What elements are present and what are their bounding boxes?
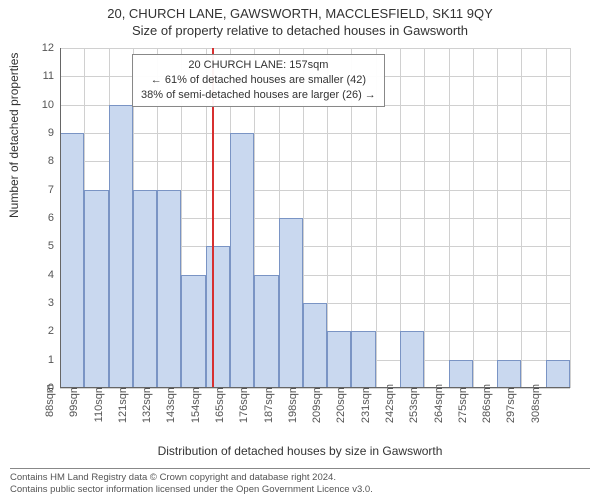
histogram-bar xyxy=(60,133,84,388)
x-tick-label: 187sqm xyxy=(257,384,275,444)
chart-title-address: 20, CHURCH LANE, GAWSWORTH, MACCLESFIELD… xyxy=(0,0,600,21)
x-tick-label: 209sqm xyxy=(305,384,323,444)
property-size-chart: 20, CHURCH LANE, GAWSWORTH, MACCLESFIELD… xyxy=(0,0,600,500)
y-tick-label: 5 xyxy=(48,240,60,252)
x-axis-line xyxy=(60,387,570,388)
y-tick-label: 7 xyxy=(48,184,60,196)
plot-area: 012345678910111288sqm99sqm110sqm121sqm13… xyxy=(60,48,570,388)
histogram-bar xyxy=(546,360,570,388)
histogram-bar xyxy=(181,275,205,388)
y-tick-label: 11 xyxy=(43,70,60,82)
x-tick-label: 220sqm xyxy=(329,384,347,444)
histogram-bar xyxy=(84,190,108,388)
histogram-bar xyxy=(351,331,375,388)
gridline-v xyxy=(424,48,425,388)
annotation-line: 20 CHURCH LANE: 157sqm xyxy=(141,58,376,73)
gridline-v xyxy=(473,48,474,388)
histogram-bar xyxy=(400,331,424,388)
x-tick-label: 308sqm xyxy=(524,384,542,444)
x-tick-label: 165sqm xyxy=(208,384,226,444)
y-tick-label: 1 xyxy=(48,354,60,366)
x-tick-label: 88sqm xyxy=(38,384,56,444)
x-tick-label: 198sqm xyxy=(281,384,299,444)
x-tick-label: 253sqm xyxy=(402,384,420,444)
gridline-h xyxy=(60,48,570,49)
annotation-line: ← 61% of detached houses are smaller (42… xyxy=(141,73,376,88)
histogram-bar xyxy=(133,190,157,388)
x-tick-label: 132sqm xyxy=(135,384,153,444)
y-tick-label: 8 xyxy=(48,155,60,167)
chart-subtitle: Size of property relative to detached ho… xyxy=(0,21,600,38)
x-tick-label: 176sqm xyxy=(232,384,250,444)
gridline-v xyxy=(570,48,571,388)
y-axis-label: Number of detached properties xyxy=(7,53,21,218)
histogram-bar xyxy=(109,105,133,388)
x-tick-label: 297sqm xyxy=(499,384,517,444)
y-tick-label: 3 xyxy=(48,297,60,309)
x-axis-label: Distribution of detached houses by size … xyxy=(0,444,600,458)
footer-line-1: Contains HM Land Registry data © Crown c… xyxy=(10,472,590,484)
y-tick-label: 6 xyxy=(48,212,60,224)
gridline-v xyxy=(521,48,522,388)
y-tick-label: 2 xyxy=(48,325,60,337)
histogram-bar xyxy=(157,190,181,388)
annotation-line: 38% of semi-detached houses are larger (… xyxy=(141,88,376,103)
histogram-bar xyxy=(206,246,230,388)
x-tick-label: 99sqm xyxy=(62,384,80,444)
gridline-h xyxy=(60,161,570,162)
y-tick-label: 9 xyxy=(48,127,60,139)
x-tick-label: 121sqm xyxy=(111,384,129,444)
x-tick-label: 264sqm xyxy=(427,384,445,444)
x-tick-label: 143sqm xyxy=(159,384,177,444)
gridline-v xyxy=(497,48,498,388)
annotation-box: 20 CHURCH LANE: 157sqm← 61% of detached … xyxy=(132,54,385,107)
histogram-bar xyxy=(303,303,327,388)
histogram-bar xyxy=(497,360,521,388)
gridline-v xyxy=(449,48,450,388)
gridline-v xyxy=(546,48,547,388)
x-tick-label: 231sqm xyxy=(354,384,372,444)
y-axis-line xyxy=(60,48,61,388)
y-tick-label: 10 xyxy=(42,99,60,111)
histogram-bar xyxy=(254,275,278,388)
y-tick-label: 12 xyxy=(42,42,60,54)
gridline-h xyxy=(60,133,570,134)
histogram-bar xyxy=(279,218,303,388)
chart-footer: Contains HM Land Registry data © Crown c… xyxy=(10,468,590,496)
histogram-bar xyxy=(327,331,351,388)
histogram-bar xyxy=(230,133,254,388)
x-tick-label: 286sqm xyxy=(475,384,493,444)
x-tick-label: 275sqm xyxy=(451,384,469,444)
x-tick-label: 154sqm xyxy=(184,384,202,444)
x-tick-label: 242sqm xyxy=(378,384,396,444)
x-tick-label: 110sqm xyxy=(87,384,105,444)
y-tick-label: 4 xyxy=(48,269,60,281)
footer-line-2: Contains public sector information licen… xyxy=(10,484,590,496)
histogram-bar xyxy=(449,360,473,388)
